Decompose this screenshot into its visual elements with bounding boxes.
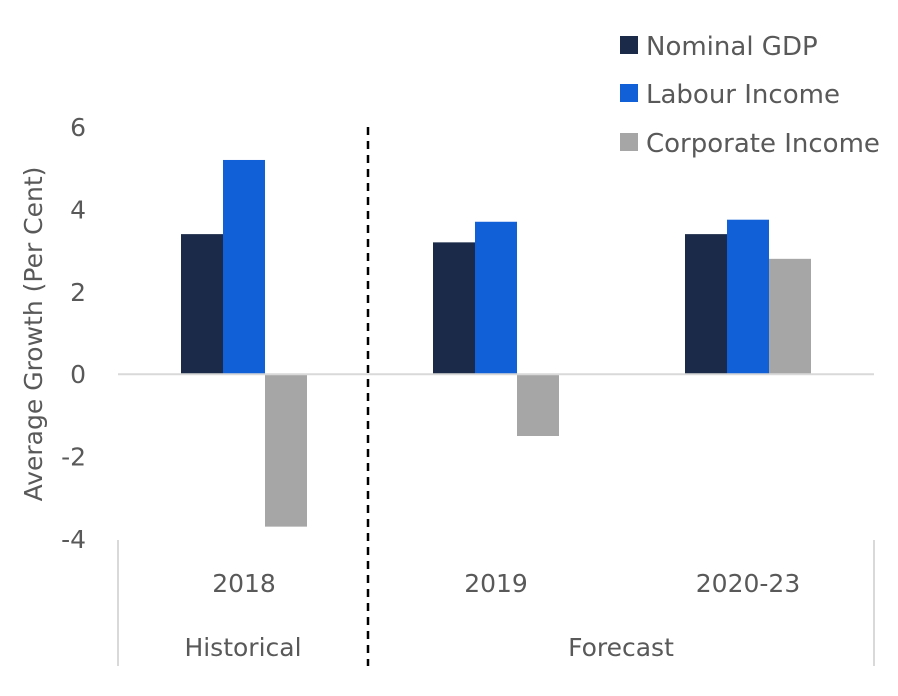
- y-tick-label: -2: [61, 443, 86, 472]
- bar-labour-income-2019: [475, 221, 517, 375]
- group-label-forecast: Forecast: [568, 633, 674, 662]
- legend-swatch-nominal-gdp: [620, 36, 638, 54]
- y-axis-title: Average Growth (Per Cent): [19, 167, 48, 502]
- y-tick-label: -4: [61, 525, 86, 554]
- y-tick-label: 2: [70, 278, 86, 307]
- bar-nominal-gdp-2019: [433, 242, 475, 375]
- legend: Nominal GDP Labour Income Corporate Inco…: [620, 32, 880, 159]
- bar-corporate-income-2019: [517, 374, 559, 436]
- bar-nominal-gdp-2018: [181, 234, 223, 375]
- bar-nominal-gdp-2020-23: [685, 234, 727, 375]
- legend-label-labour-income: Labour Income: [646, 80, 840, 110]
- group-label-historical: Historical: [184, 633, 301, 662]
- group-labels: Historical Forecast: [184, 633, 674, 662]
- legend-swatch-corporate-income: [620, 133, 638, 151]
- category-label-2020-23: 2020-23: [696, 569, 800, 598]
- y-tick-label: 4: [70, 195, 86, 224]
- category-axis-separators: [117, 540, 875, 666]
- category-labels: 2018 2019 2020-23: [212, 569, 800, 598]
- bar-corporate-income-2020-23: [769, 258, 811, 375]
- y-tick-label: 0: [70, 360, 86, 389]
- y-axis-tick-labels: -4 -2 0 2 4 6: [61, 113, 86, 554]
- legend-swatch-labour-income: [620, 84, 638, 102]
- bars: [181, 159, 811, 527]
- bar-labour-income-2018: [223, 159, 265, 375]
- bar-corporate-income-2018: [265, 374, 307, 527]
- category-label-2018: 2018: [212, 569, 276, 598]
- bar-labour-income-2020-23: [727, 219, 769, 375]
- legend-label-corporate-income: Corporate Income: [646, 129, 880, 159]
- category-label-2019: 2019: [464, 569, 528, 598]
- legend-label-nominal-gdp: Nominal GDP: [646, 32, 818, 62]
- y-tick-label: 6: [70, 113, 86, 142]
